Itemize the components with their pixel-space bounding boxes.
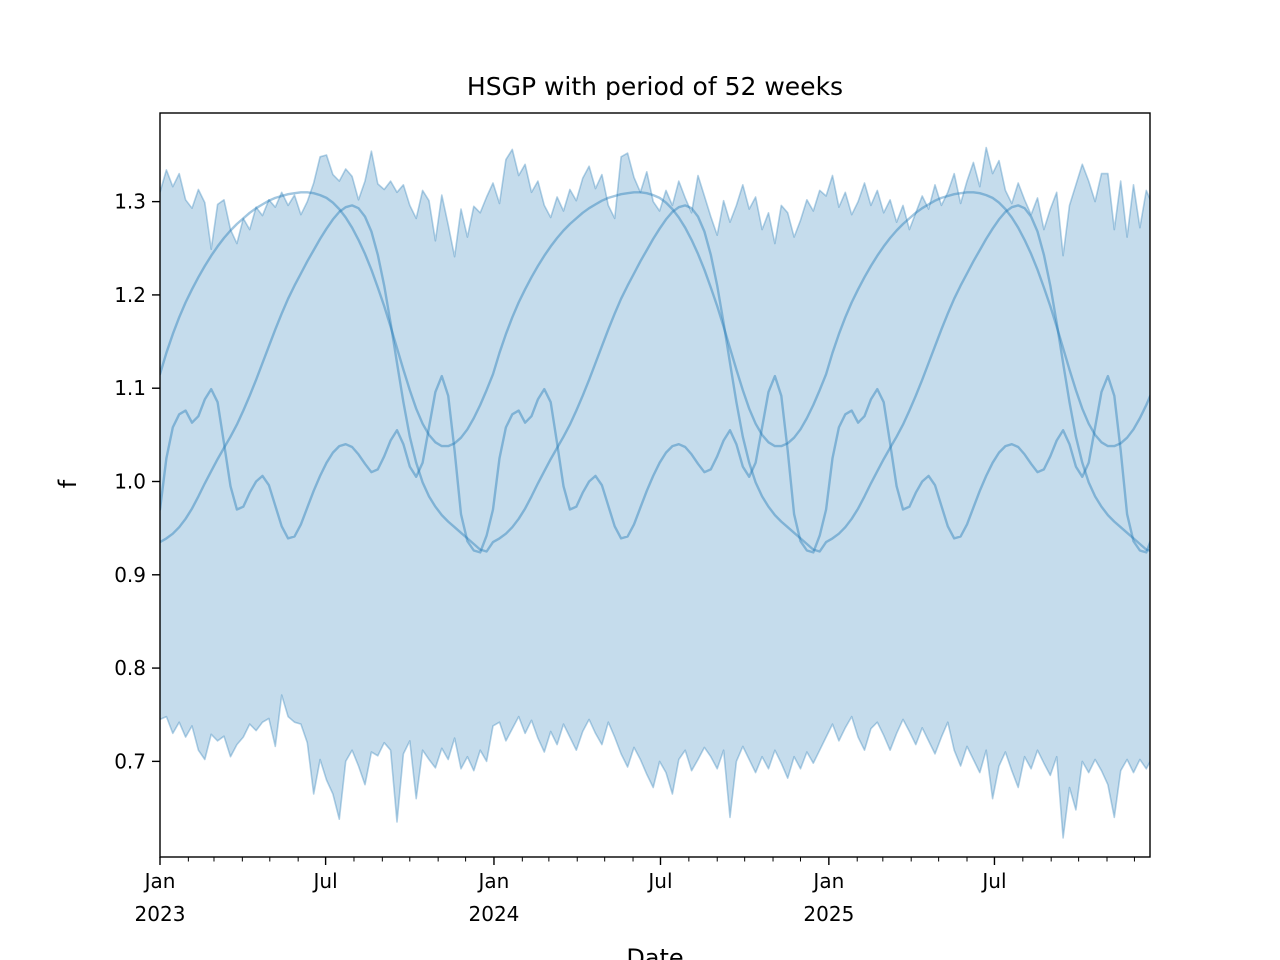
y-tick-label: 1.0 — [114, 470, 146, 494]
hdi-band-lower-edge — [160, 694, 1150, 839]
y-tick-label: 0.7 — [114, 749, 146, 773]
chart-title: HSGP with period of 52 weeks — [466, 72, 844, 101]
hdi-band-upper-edge — [160, 146, 1150, 258]
hdi-band — [160, 147, 1150, 838]
x-tick-label: Jan — [477, 869, 510, 893]
y-tick-label: 1.2 — [114, 283, 146, 307]
x-tick-label: Jul — [980, 869, 1006, 893]
x-tick-label: Jan — [143, 869, 176, 893]
x-tick-label: Jul — [646, 869, 672, 893]
sample-curve-3 — [160, 374, 1150, 554]
x-tick-year-label: 2025 — [803, 902, 854, 926]
sample-curve-1 — [160, 191, 1150, 448]
x-tick-year-label: 2024 — [469, 902, 520, 926]
y-tick-label: 1.3 — [114, 190, 146, 214]
y-tick-label: 0.8 — [114, 656, 146, 680]
y-tick-label: 0.9 — [114, 563, 146, 587]
sample-curve-2 — [160, 204, 1150, 553]
x-tick-label: Jul — [312, 869, 338, 893]
plot-spine — [159, 112, 1151, 858]
x-tick-year-label: 2023 — [135, 902, 186, 926]
x-axis-label: Date — [626, 944, 684, 960]
plot-contents — [160, 146, 1150, 839]
y-tick-label: 1.1 — [114, 376, 146, 400]
x-tick-label: Jan — [811, 869, 844, 893]
